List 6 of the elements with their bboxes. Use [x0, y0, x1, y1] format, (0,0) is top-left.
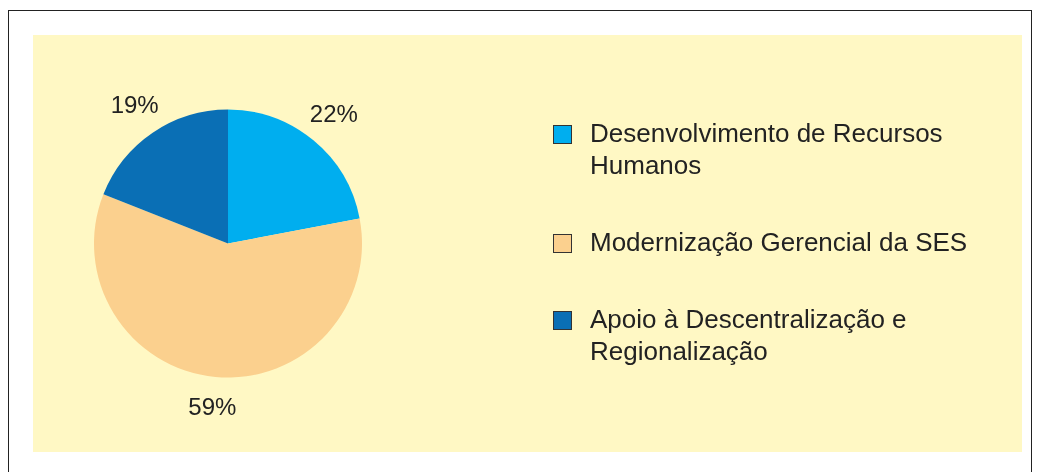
legend-label: Apoio à Descentralização e Regionalização [590, 303, 908, 367]
data-label: 59% [188, 393, 237, 421]
data-label: 22% [309, 100, 358, 128]
legend-label: Modernização Gerencial da SES [590, 226, 969, 258]
legend-label: Desenvolvimento de Recursos Humanos [590, 117, 944, 181]
data-label: 19% [110, 90, 159, 118]
